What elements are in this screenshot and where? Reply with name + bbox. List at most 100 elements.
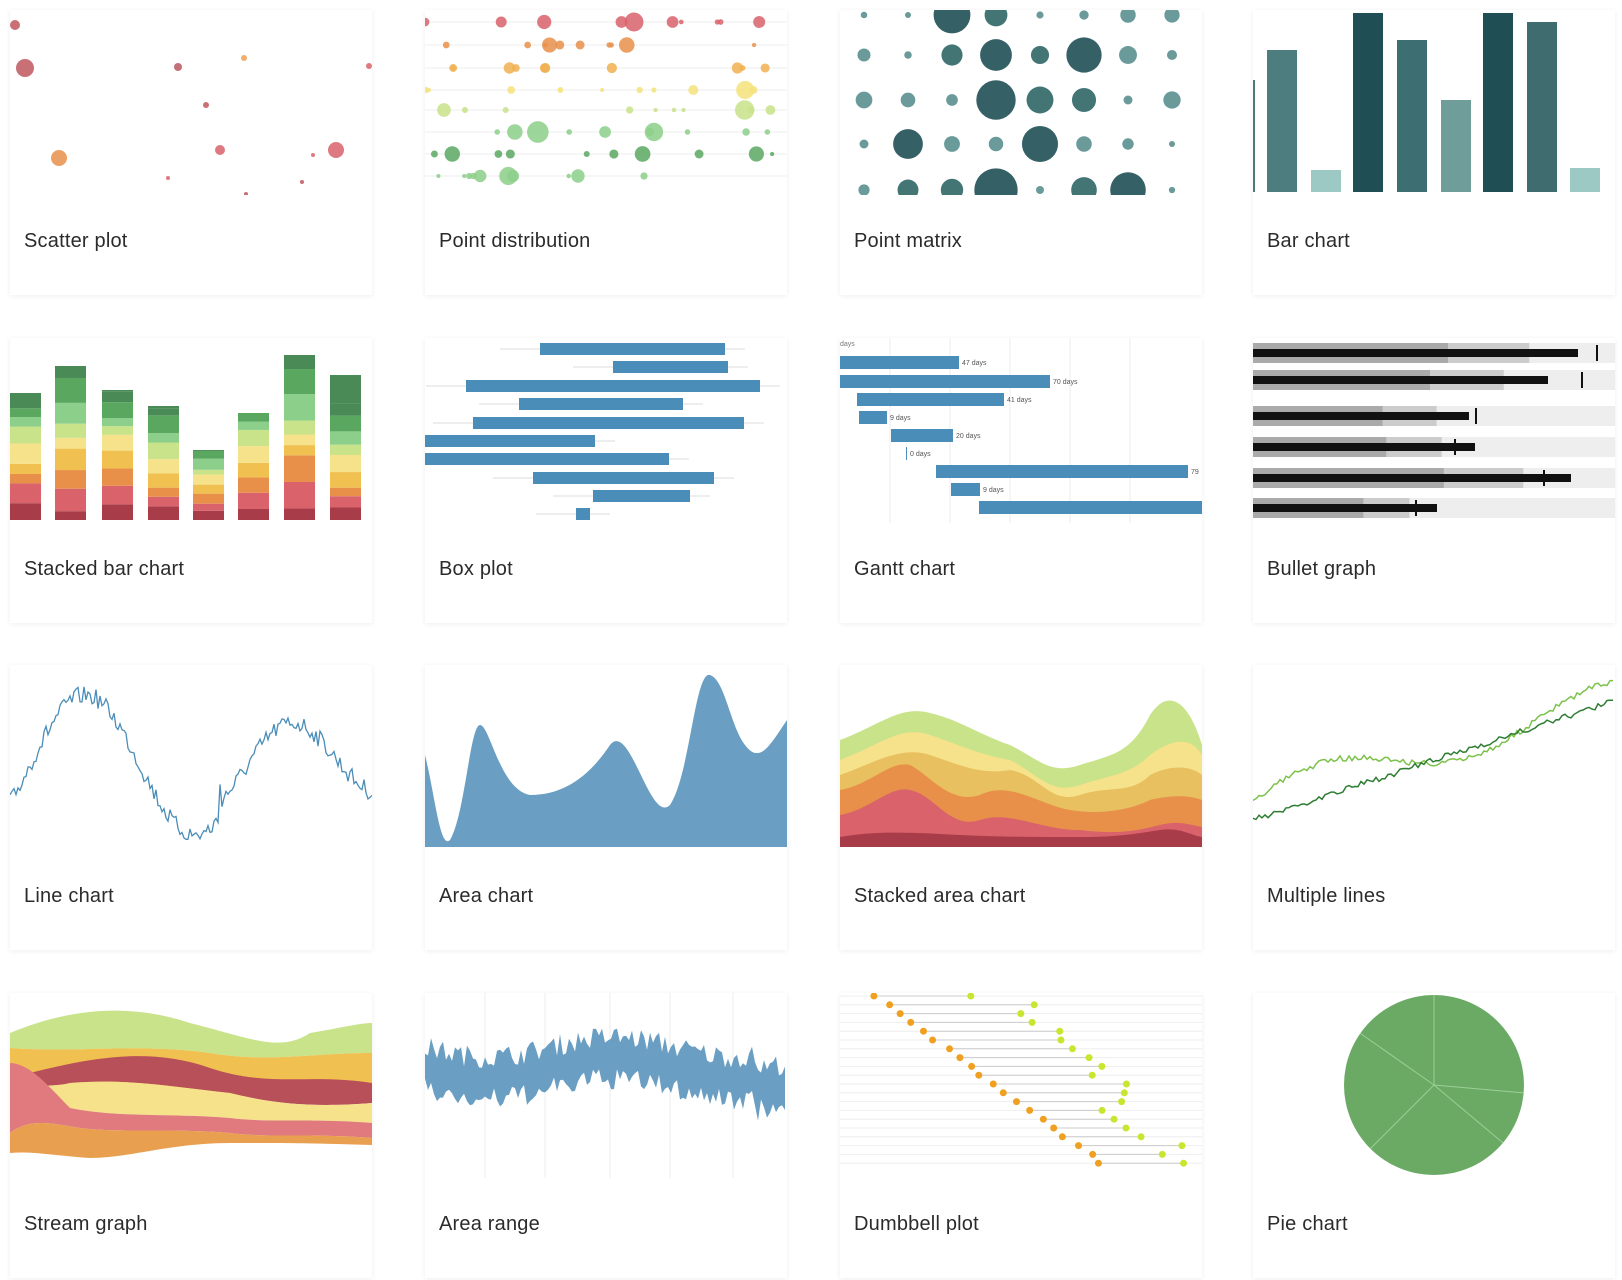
stacked-bar-segment	[55, 423, 86, 438]
gantt-chart-thumbnail: days 47 days 70 days 41 days 9 days 20 days 0 …	[840, 338, 1202, 523]
bar	[1527, 22, 1557, 192]
stacked-bar-segment	[193, 450, 224, 451]
scatter-point	[203, 102, 209, 108]
bar	[1311, 170, 1341, 192]
card-dumbbell-plot[interactable]: Dumbbell plot	[840, 993, 1202, 1278]
card-area-range[interactable]: Area range	[425, 993, 787, 1278]
gantt-header-label: days	[840, 341, 855, 348]
bullet-measure	[1253, 504, 1437, 512]
distribution-point	[714, 19, 720, 25]
stacked-bar-segment	[10, 443, 41, 464]
stacked-bar-segment	[330, 487, 361, 497]
stacked-bar-segment	[330, 444, 361, 456]
stacked-bar-segment	[10, 463, 41, 474]
card-label: Stacked bar chart	[24, 558, 185, 580]
gantt-bar	[979, 501, 1202, 514]
gantt-bar	[936, 465, 1188, 478]
scatter-point	[10, 20, 20, 30]
card-point-distribution[interactable]: Point distribution	[425, 10, 787, 295]
bar	[1353, 13, 1383, 192]
matrix-point	[858, 184, 870, 195]
card-scatter-plot[interactable]: Scatter plot	[10, 10, 372, 295]
distribution-point	[502, 106, 509, 114]
stacked-bar-segment	[102, 426, 133, 435]
distribution-point	[507, 124, 523, 140]
card-point-matrix[interactable]: Point matrix	[840, 10, 1202, 295]
stacked-bar-segment	[148, 408, 179, 416]
dumbbell-start-point	[1094, 1159, 1102, 1167]
line-series	[10, 686, 372, 841]
distribution-point	[566, 173, 571, 179]
stacked-bar-segment	[102, 391, 133, 403]
card-box-plot[interactable]: Box plot	[425, 338, 787, 623]
card-stream-graph[interactable]: Stream graph	[10, 993, 372, 1278]
card-bar-chart[interactable]: Bar chart	[1253, 10, 1615, 295]
matrix-point	[1168, 140, 1176, 148]
line-series	[1253, 679, 1613, 802]
box	[519, 398, 683, 410]
card-line-chart[interactable]: Line chart	[10, 665, 372, 950]
matrix-point	[860, 11, 868, 19]
distribution-point	[609, 149, 619, 159]
matrix-point	[1163, 91, 1181, 109]
card-bullet-graph[interactable]: Bullet graph	[1253, 338, 1615, 623]
stacked-bar-segment	[284, 481, 315, 509]
gantt-bar-label: 41 days	[1007, 397, 1032, 404]
dumbbell-end-point	[1178, 1142, 1186, 1150]
card-label: Gantt chart	[854, 558, 956, 580]
distribution-point	[444, 146, 460, 162]
distribution-point	[678, 19, 684, 25]
gantt-bar-label: 79	[1191, 469, 1199, 476]
stacked-bar-segment	[330, 472, 361, 488]
card-stacked-area-chart[interactable]: Stacked area chart	[840, 665, 1202, 950]
dumbbell-start-point	[999, 1089, 1007, 1097]
bullet-target	[1475, 408, 1477, 424]
bullet-measure	[1253, 376, 1548, 384]
dumbbell-start-point	[1050, 1124, 1058, 1132]
bullet-target	[1581, 372, 1583, 388]
gantt-bar	[859, 411, 887, 424]
stacked-bar-chart-thumbnail	[10, 355, 361, 520]
bullet-graph-thumbnail	[1253, 343, 1615, 518]
stacked-bar-segment	[55, 470, 86, 489]
gantt-bar	[906, 447, 907, 460]
card-gantt-chart[interactable]: days 47 days 70 days 41 days 9 days 20 days 0 …	[840, 338, 1202, 623]
matrix-point	[1168, 186, 1176, 194]
stacked-bar-segment	[102, 418, 133, 427]
distribution-point	[555, 40, 565, 50]
pie-slice-divider	[1359, 1032, 1435, 1086]
box	[425, 435, 595, 447]
stacked-bar-segment	[330, 431, 361, 445]
matrix-point	[1110, 172, 1146, 195]
distribution-point	[503, 62, 516, 74]
card-pie-chart[interactable]: Pie chart	[1253, 993, 1615, 1278]
stacked-bar-segment	[330, 455, 361, 473]
box	[593, 490, 690, 502]
card-label: Area chart	[439, 885, 534, 907]
card-stacked-bar-chart[interactable]: Stacked bar chart	[10, 338, 372, 623]
dumbbell-start-point	[919, 1027, 927, 1035]
stacked-bar-segment	[284, 508, 315, 520]
matrix-point	[1120, 10, 1136, 23]
stacked-bar-segment	[102, 434, 133, 451]
stacked-bar-segment	[148, 496, 179, 507]
scatter-plot-thumbnail	[10, 20, 372, 195]
stacked-bar-segment	[148, 487, 179, 497]
dumbbell-start-point	[870, 993, 878, 1000]
stacked-area-layer	[840, 789, 1202, 847]
box	[576, 508, 590, 520]
card-area-chart[interactable]: Area chart	[425, 665, 787, 950]
distribution-point	[606, 62, 618, 74]
card-multiple-lines[interactable]: Multiple lines	[1253, 665, 1615, 950]
stacked-bar-segment	[330, 415, 361, 432]
distribution-point	[644, 122, 664, 142]
stacked-bar-segment	[102, 485, 133, 505]
stacked-bar-segment	[193, 469, 224, 475]
dumbbell-end-point	[1088, 1071, 1096, 1079]
card-label: Line chart	[24, 885, 114, 907]
stacked-bar-segment	[193, 458, 224, 470]
distribution-point	[666, 16, 679, 28]
stacked-bar-segment	[148, 442, 179, 460]
distribution-point	[748, 146, 764, 162]
stacked-bar-segment	[55, 402, 86, 424]
